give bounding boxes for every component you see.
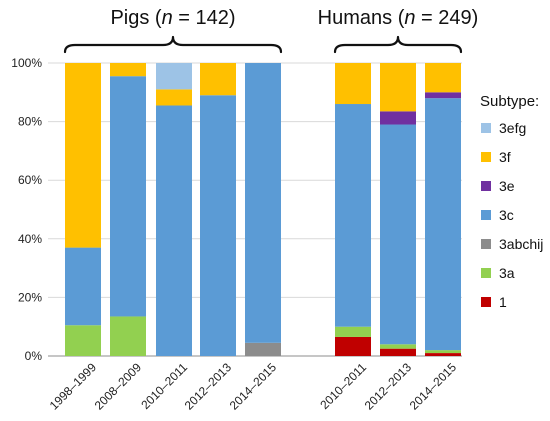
bar-segment-3f bbox=[200, 63, 236, 96]
bar-segment-3efg bbox=[156, 63, 192, 90]
legend-label: 3f bbox=[499, 149, 511, 165]
y-axis: 0% 20% 40% 60% 80% 100% bbox=[11, 56, 42, 363]
legend-swatch-3c bbox=[481, 210, 491, 220]
legend-swatch-3efg bbox=[481, 123, 491, 133]
bar-segment-3f bbox=[425, 63, 461, 93]
x-axis: 1998–19992008–20092010–20112012–20132014… bbox=[47, 360, 460, 413]
x-tick-label: 1998–1999 bbox=[47, 360, 100, 413]
bar-segment-3f bbox=[110, 63, 146, 77]
bar-segment-3c bbox=[245, 63, 281, 343]
legend-swatch-3e bbox=[481, 181, 491, 191]
bar-segment-3f bbox=[65, 63, 101, 248]
legend: Subtype: 3efg 3f 3e 3c 3abchij 3a 1 bbox=[480, 93, 543, 310]
bar-segment-1 bbox=[380, 348, 416, 356]
x-tick-label: 2012–2013 bbox=[182, 360, 235, 413]
bar-segment-3a bbox=[425, 350, 461, 354]
bar-segment-3e bbox=[380, 111, 416, 125]
bar-segment-3f bbox=[156, 89, 192, 106]
bar-segment-3abchij bbox=[245, 342, 281, 356]
legend-swatch-3abchij bbox=[481, 239, 491, 249]
bar-segment-1 bbox=[335, 336, 371, 356]
bar-segment-3a bbox=[65, 325, 101, 356]
legend-swatch-3f bbox=[481, 152, 491, 162]
bar-segment-3c bbox=[200, 95, 236, 356]
bar-segment-3f bbox=[380, 63, 416, 112]
bar-segment-3e bbox=[425, 92, 461, 99]
legend-title: Subtype: bbox=[480, 93, 539, 110]
y-tick-label: 80% bbox=[18, 115, 42, 129]
legend-label: 3abchij bbox=[499, 236, 543, 252]
bar-segment-3c bbox=[425, 98, 461, 351]
bar-segment-3f bbox=[335, 63, 371, 105]
legend-label: 1 bbox=[499, 294, 507, 310]
x-tick-label: 2014–2015 bbox=[227, 360, 280, 413]
group-brace bbox=[333, 35, 463, 54]
legend-swatch-1 bbox=[481, 297, 491, 307]
group-title: Humans (n = 249) bbox=[318, 7, 479, 29]
y-tick-label: 0% bbox=[25, 349, 43, 363]
bar-segment-3c bbox=[380, 124, 416, 345]
bar-segment-3c bbox=[65, 247, 101, 326]
group-title: Pigs (n = 142) bbox=[110, 7, 235, 29]
bar-segment-3c bbox=[156, 105, 192, 356]
bar-segment-3a bbox=[110, 316, 146, 356]
group-brace bbox=[63, 35, 283, 54]
legend-label: 3a bbox=[499, 265, 515, 281]
y-tick-label: 20% bbox=[18, 290, 42, 304]
bars bbox=[65, 63, 461, 356]
x-tick-label: 2008–2009 bbox=[92, 360, 145, 413]
y-tick-label: 100% bbox=[11, 56, 42, 70]
x-tick-label: 2014–2015 bbox=[407, 360, 460, 413]
x-tick-label: 2012–2013 bbox=[362, 360, 415, 413]
legend-label: 3efg bbox=[499, 120, 526, 136]
legend-label: 3e bbox=[499, 178, 515, 194]
bar-segment-3a bbox=[335, 326, 371, 337]
bar-segment-3a bbox=[380, 344, 416, 349]
y-tick-label: 60% bbox=[18, 173, 42, 187]
group-titles: Pigs (n = 142) Humans (n = 249) bbox=[63, 7, 479, 54]
legend-swatch-3a bbox=[481, 268, 491, 278]
bar-segment-3c bbox=[335, 104, 371, 327]
bar-segment-1 bbox=[425, 353, 461, 356]
x-tick-label: 2010–2011 bbox=[317, 360, 369, 412]
y-tick-label: 40% bbox=[18, 232, 42, 246]
legend-label: 3c bbox=[499, 207, 514, 223]
bar-segment-3c bbox=[110, 76, 146, 317]
